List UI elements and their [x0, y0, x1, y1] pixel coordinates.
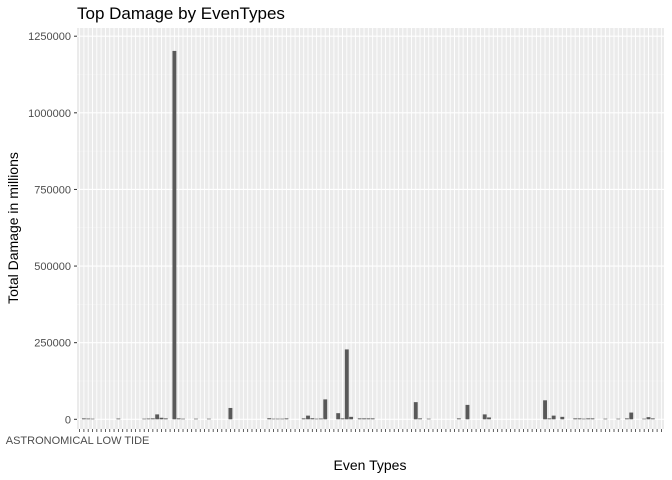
grid-layer [77, 28, 664, 429]
bar [176, 418, 181, 420]
bar [456, 418, 461, 420]
y-tick-label: 250000 [34, 338, 71, 350]
y-tick-label: 1250000 [28, 31, 71, 43]
bar [336, 413, 341, 420]
bar [590, 418, 595, 420]
bar [323, 399, 328, 420]
bar [616, 418, 621, 420]
bar [116, 418, 121, 420]
bar [194, 418, 198, 420]
bar [267, 418, 272, 420]
bar [650, 418, 655, 420]
bar [426, 418, 431, 420]
y-axis: 0 250000 500000 750000 1000000 1250000 [28, 31, 77, 426]
x-tick-label: ASTRONOMICAL LOW TIDE [6, 435, 150, 447]
bar [310, 418, 315, 420]
y-tick-label: 1000000 [28, 108, 71, 120]
bar [543, 400, 547, 420]
bar [340, 418, 345, 420]
bar [150, 418, 155, 420]
bar [318, 418, 323, 420]
bar [181, 418, 185, 420]
y-tick-label: 500000 [34, 261, 71, 273]
bar [172, 50, 177, 420]
bar [362, 418, 366, 420]
chart-title: Top Damage by EvenTypes [77, 4, 285, 23]
bar [155, 414, 160, 420]
x-axis: ASTRONOMICAL LOW TIDE [6, 429, 662, 447]
bar [163, 418, 168, 420]
bar [344, 349, 349, 420]
y-tick-label: 750000 [34, 184, 71, 196]
bar [482, 414, 487, 420]
x-axis-title: Even Types [334, 457, 407, 473]
bar [629, 412, 634, 420]
bar [551, 415, 556, 420]
bar [271, 418, 276, 420]
bar [142, 418, 147, 420]
bar [90, 418, 95, 420]
bar [86, 418, 91, 420]
bar [81, 418, 86, 420]
bar [357, 418, 362, 420]
bar [228, 407, 233, 420]
bar-layer [81, 50, 655, 420]
bar [284, 418, 289, 420]
bar [577, 418, 582, 420]
y-axis-title: Total Damage in millions [5, 152, 21, 304]
bar [301, 418, 306, 420]
bar [418, 418, 423, 420]
bar [280, 418, 285, 420]
bar [370, 418, 375, 420]
bar [646, 417, 651, 420]
bar [206, 418, 211, 420]
y-tick-label: 0 [65, 414, 71, 426]
bar [349, 416, 354, 420]
bar [413, 402, 418, 420]
bar [366, 418, 371, 420]
bar [560, 416, 565, 420]
bar [159, 417, 164, 420]
bar [275, 418, 280, 420]
bar [586, 418, 591, 420]
bar [624, 418, 629, 420]
bar [547, 418, 552, 420]
bar [581, 418, 586, 420]
bar [642, 418, 647, 420]
bar [603, 418, 608, 420]
bar [487, 417, 491, 420]
bar [146, 418, 151, 420]
bar [465, 404, 470, 420]
bar [306, 415, 310, 420]
bar [573, 418, 578, 420]
plot-panel [77, 28, 664, 429]
bar [314, 418, 319, 420]
